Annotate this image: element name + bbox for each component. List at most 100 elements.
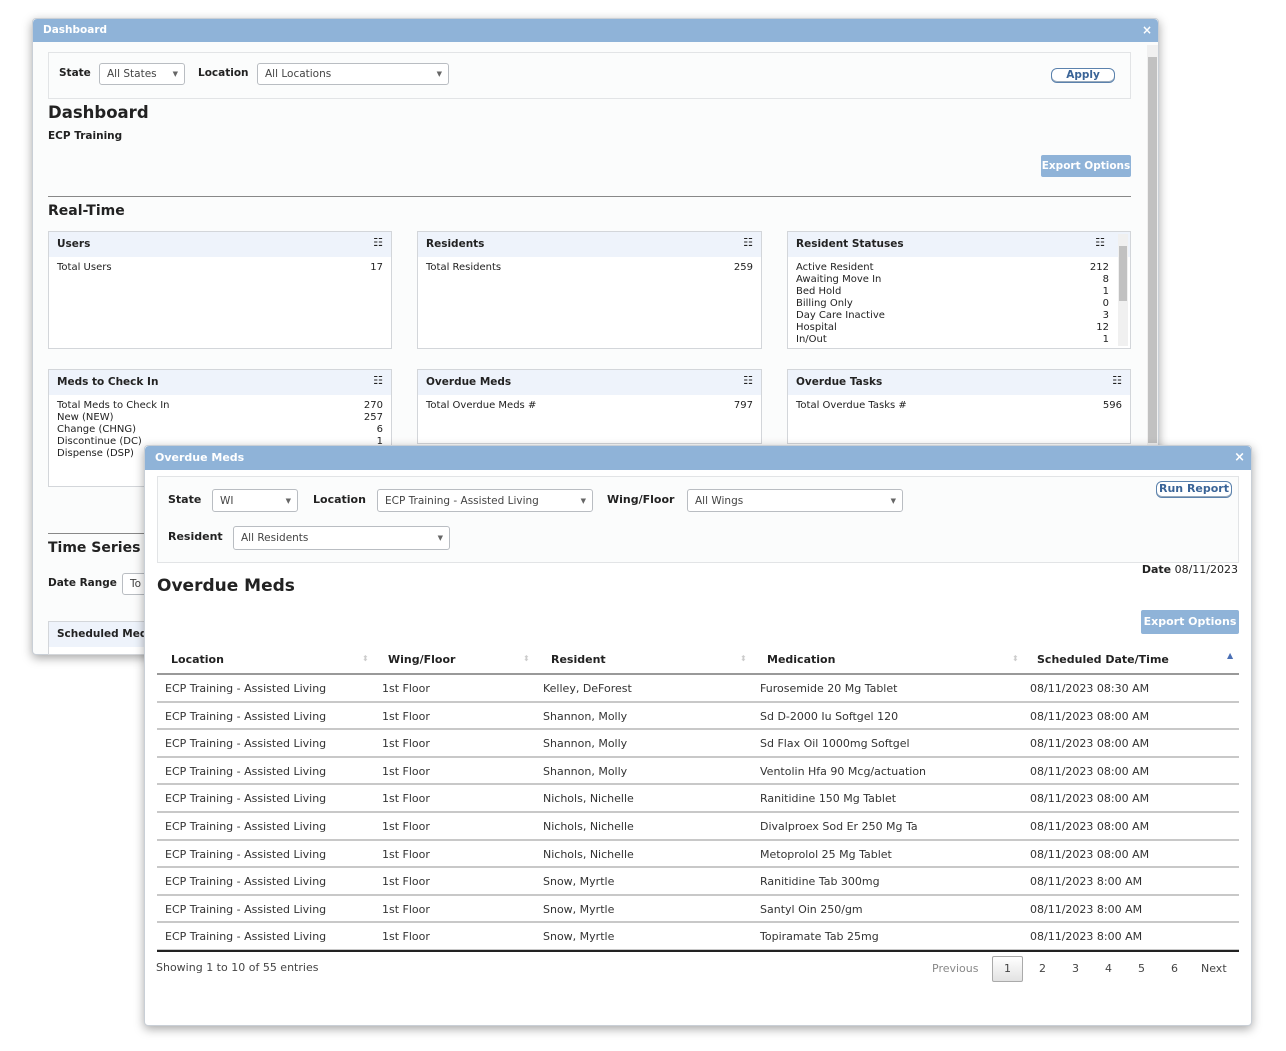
table-row[interactable]: ECP Training - Assisted Living 1st Floor S…	[157, 896, 1239, 924]
state-select[interactable]: WI ▼	[212, 489, 298, 512]
sort-icon[interactable]: ⬍	[1012, 654, 1019, 663]
date-value: 08/11/2023	[1174, 563, 1238, 576]
window-title: Dashboard	[43, 24, 108, 36]
pagination-next[interactable]: Next	[1201, 962, 1227, 975]
settings-sliders-icon[interactable]: ☷	[373, 236, 383, 249]
divider	[48, 533, 148, 534]
pagination-page[interactable]: 1	[992, 956, 1023, 982]
table-row[interactable]: ECP Training - Assisted Living 1st Floor N…	[157, 785, 1239, 814]
location-select[interactable]: ECP Training - Assisted Living ▼	[377, 489, 593, 512]
card-row: Total Residents 259	[426, 262, 753, 274]
pagination-page[interactable]: 6	[1171, 962, 1178, 975]
row-label: Total Residents	[426, 262, 502, 273]
table-row[interactable]: ECP Training - Assisted Living 1st Floor N…	[157, 841, 1239, 869]
chevron-down-icon: ▼	[580, 496, 586, 505]
location-label: Location	[198, 67, 249, 79]
settings-sliders-icon[interactable]: ☷	[743, 236, 753, 249]
settings-sliders-icon[interactable]: ☷	[743, 374, 753, 387]
card-header: Users ☷	[49, 232, 391, 257]
settings-sliders-icon[interactable]: ☷	[1112, 374, 1122, 387]
table-cell: Shannon, Molly	[543, 709, 628, 723]
table-row[interactable]: ECP Training - Assisted Living 1st Floor S…	[157, 868, 1239, 896]
resident-select[interactable]: All Residents ▼	[233, 526, 450, 550]
export-options-button[interactable]: Export Options	[1041, 155, 1131, 177]
table-cell: Snow, Myrtle	[543, 902, 615, 916]
row-value: 257	[363, 412, 383, 423]
card-resident-statuses: Resident Statuses ☷ Active Resident 212 Awai…	[787, 231, 1131, 349]
facility-name: ECP Training	[48, 130, 123, 142]
pagination-page[interactable]: 2	[1039, 962, 1046, 975]
table-cell: ECP Training - Assisted Living	[165, 875, 327, 889]
column-header[interactable]: Scheduled Date/Time	[1037, 653, 1169, 666]
table-row[interactable]: ECP Training - Assisted Living 1st Floor K…	[157, 675, 1239, 703]
pagination-page[interactable]: 4	[1105, 962, 1112, 975]
state-label: State	[59, 67, 91, 79]
table-cell: Topiramate Tab 25mg	[760, 930, 879, 944]
wing-floor-select[interactable]: All Wings ▼	[687, 489, 903, 512]
table-cell: Sd Flax Oil 1000mg Softgel	[760, 737, 910, 751]
table-row[interactable]: ECP Training - Assisted Living 1st Floor S…	[157, 923, 1239, 952]
state-select[interactable]: All States ▼	[99, 63, 185, 85]
scrollbar-thumb[interactable]	[1148, 57, 1157, 443]
run-report-button[interactable]: Run Report	[1156, 481, 1232, 498]
chevron-down-icon: ▼	[437, 534, 443, 542]
table-cell: Divalproex Sod Er 250 Mg Ta	[760, 820, 918, 833]
column-header[interactable]: Location	[171, 653, 224, 666]
card-row: Hospital 12	[796, 322, 1109, 334]
close-icon[interactable]: ×	[1234, 450, 1245, 465]
close-icon[interactable]: ×	[1141, 23, 1152, 37]
sort-icon[interactable]: ⬍	[740, 654, 747, 663]
wing-floor-label: Wing/Floor	[607, 493, 675, 506]
page-title: Dashboard	[48, 103, 149, 122]
column-header[interactable]: Medication	[767, 653, 836, 666]
table-cell: Kelley, DeForest	[543, 682, 632, 695]
modal-titlebar: Overdue Meds ×	[145, 446, 1251, 470]
chevron-down-icon: ▼	[285, 496, 291, 505]
scrollbar[interactable]	[1147, 45, 1158, 445]
card-body: Total Overdue Tasks # 596	[788, 395, 1130, 417]
table-row[interactable]: ECP Training - Assisted Living 1st Floor N…	[157, 813, 1239, 841]
table-row[interactable]: ECP Training - Assisted Living 1st Floor S…	[157, 730, 1239, 758]
row-value: 797	[733, 400, 753, 411]
table-row[interactable]: ECP Training - Assisted Living 1st Floor S…	[157, 758, 1239, 786]
pagination-page[interactable]: 3	[1072, 962, 1079, 975]
wing-floor-value: All Wings	[695, 494, 744, 507]
card-title: Resident Statuses	[796, 238, 904, 250]
settings-sliders-icon[interactable]: ☷	[1095, 236, 1105, 249]
table-row[interactable]: ECP Training - Assisted Living 1st Floor S…	[157, 703, 1239, 731]
card-body: Total Overdue Meds # 797	[418, 395, 761, 417]
card-row: New (NEW) 257	[57, 412, 383, 424]
export-options-button[interactable]: Export Options	[1141, 610, 1239, 634]
location-value: ECP Training - Assisted Living	[385, 494, 539, 507]
pagination-page[interactable]: 5	[1138, 962, 1145, 975]
sort-icon[interactable]: ⬍	[523, 654, 530, 663]
apply-button[interactable]: Apply	[1051, 68, 1115, 83]
pagination-previous[interactable]: Previous	[932, 962, 979, 975]
table-cell: ECP Training - Assisted Living	[165, 764, 327, 778]
card-row: Billing Only 0	[796, 298, 1109, 310]
location-select[interactable]: All Locations ▼	[257, 63, 449, 85]
row-value: 270	[363, 400, 383, 411]
table-cell: ECP Training - Assisted Living	[165, 820, 327, 833]
card-body: Total Users 17	[49, 257, 391, 279]
settings-sliders-icon[interactable]: ☷	[373, 374, 383, 387]
column-header[interactable]: Wing/Floor	[388, 653, 456, 666]
table-cell: 08/11/2023 08:00 AM	[1030, 847, 1150, 861]
state-label: State	[168, 493, 202, 506]
table-cell: Sd D-2000 Iu Softgel 120	[760, 709, 899, 723]
card-body: Total Residents 259	[418, 257, 761, 279]
card-row: Dispense (DSP)	[57, 448, 383, 460]
card-overdue-tasks: Overdue Tasks ☷ Total Overdue Tasks # 596	[787, 369, 1131, 444]
table-cell: Shannon, Molly	[543, 764, 628, 778]
row-label: Total Meds to Check In	[57, 400, 170, 411]
resident-label: Resident	[168, 530, 223, 543]
divider	[48, 196, 1131, 197]
sort-ascending-icon[interactable]: ▲	[1227, 651, 1234, 660]
card-title: Residents	[426, 238, 485, 250]
scrollbar-thumb[interactable]	[1119, 246, 1127, 301]
card-row: Day Care Inactive 3	[796, 310, 1109, 322]
sort-icon[interactable]: ⬍	[362, 654, 369, 663]
column-header[interactable]: Resident	[551, 653, 606, 666]
card-scrollbar[interactable]	[1118, 234, 1128, 346]
table-cell: Nichols, Nichelle	[543, 820, 634, 833]
